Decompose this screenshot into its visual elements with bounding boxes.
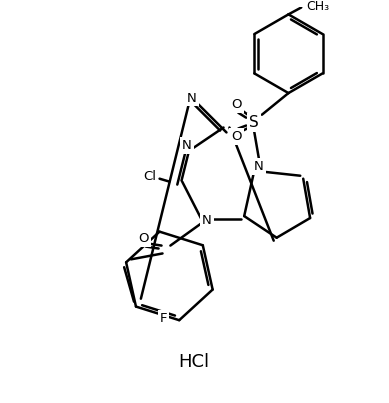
Text: HCl: HCl [179, 353, 210, 371]
Text: N: N [254, 160, 264, 173]
Text: N: N [182, 139, 192, 152]
Text: O: O [231, 98, 242, 111]
Text: F: F [160, 312, 167, 325]
Text: O: O [231, 130, 242, 143]
Text: N: N [187, 91, 197, 104]
Text: N: N [202, 214, 212, 227]
Text: Cl: Cl [143, 170, 156, 183]
Text: S: S [249, 115, 259, 130]
Text: O: O [138, 232, 149, 245]
Text: CH₃: CH₃ [306, 0, 329, 13]
